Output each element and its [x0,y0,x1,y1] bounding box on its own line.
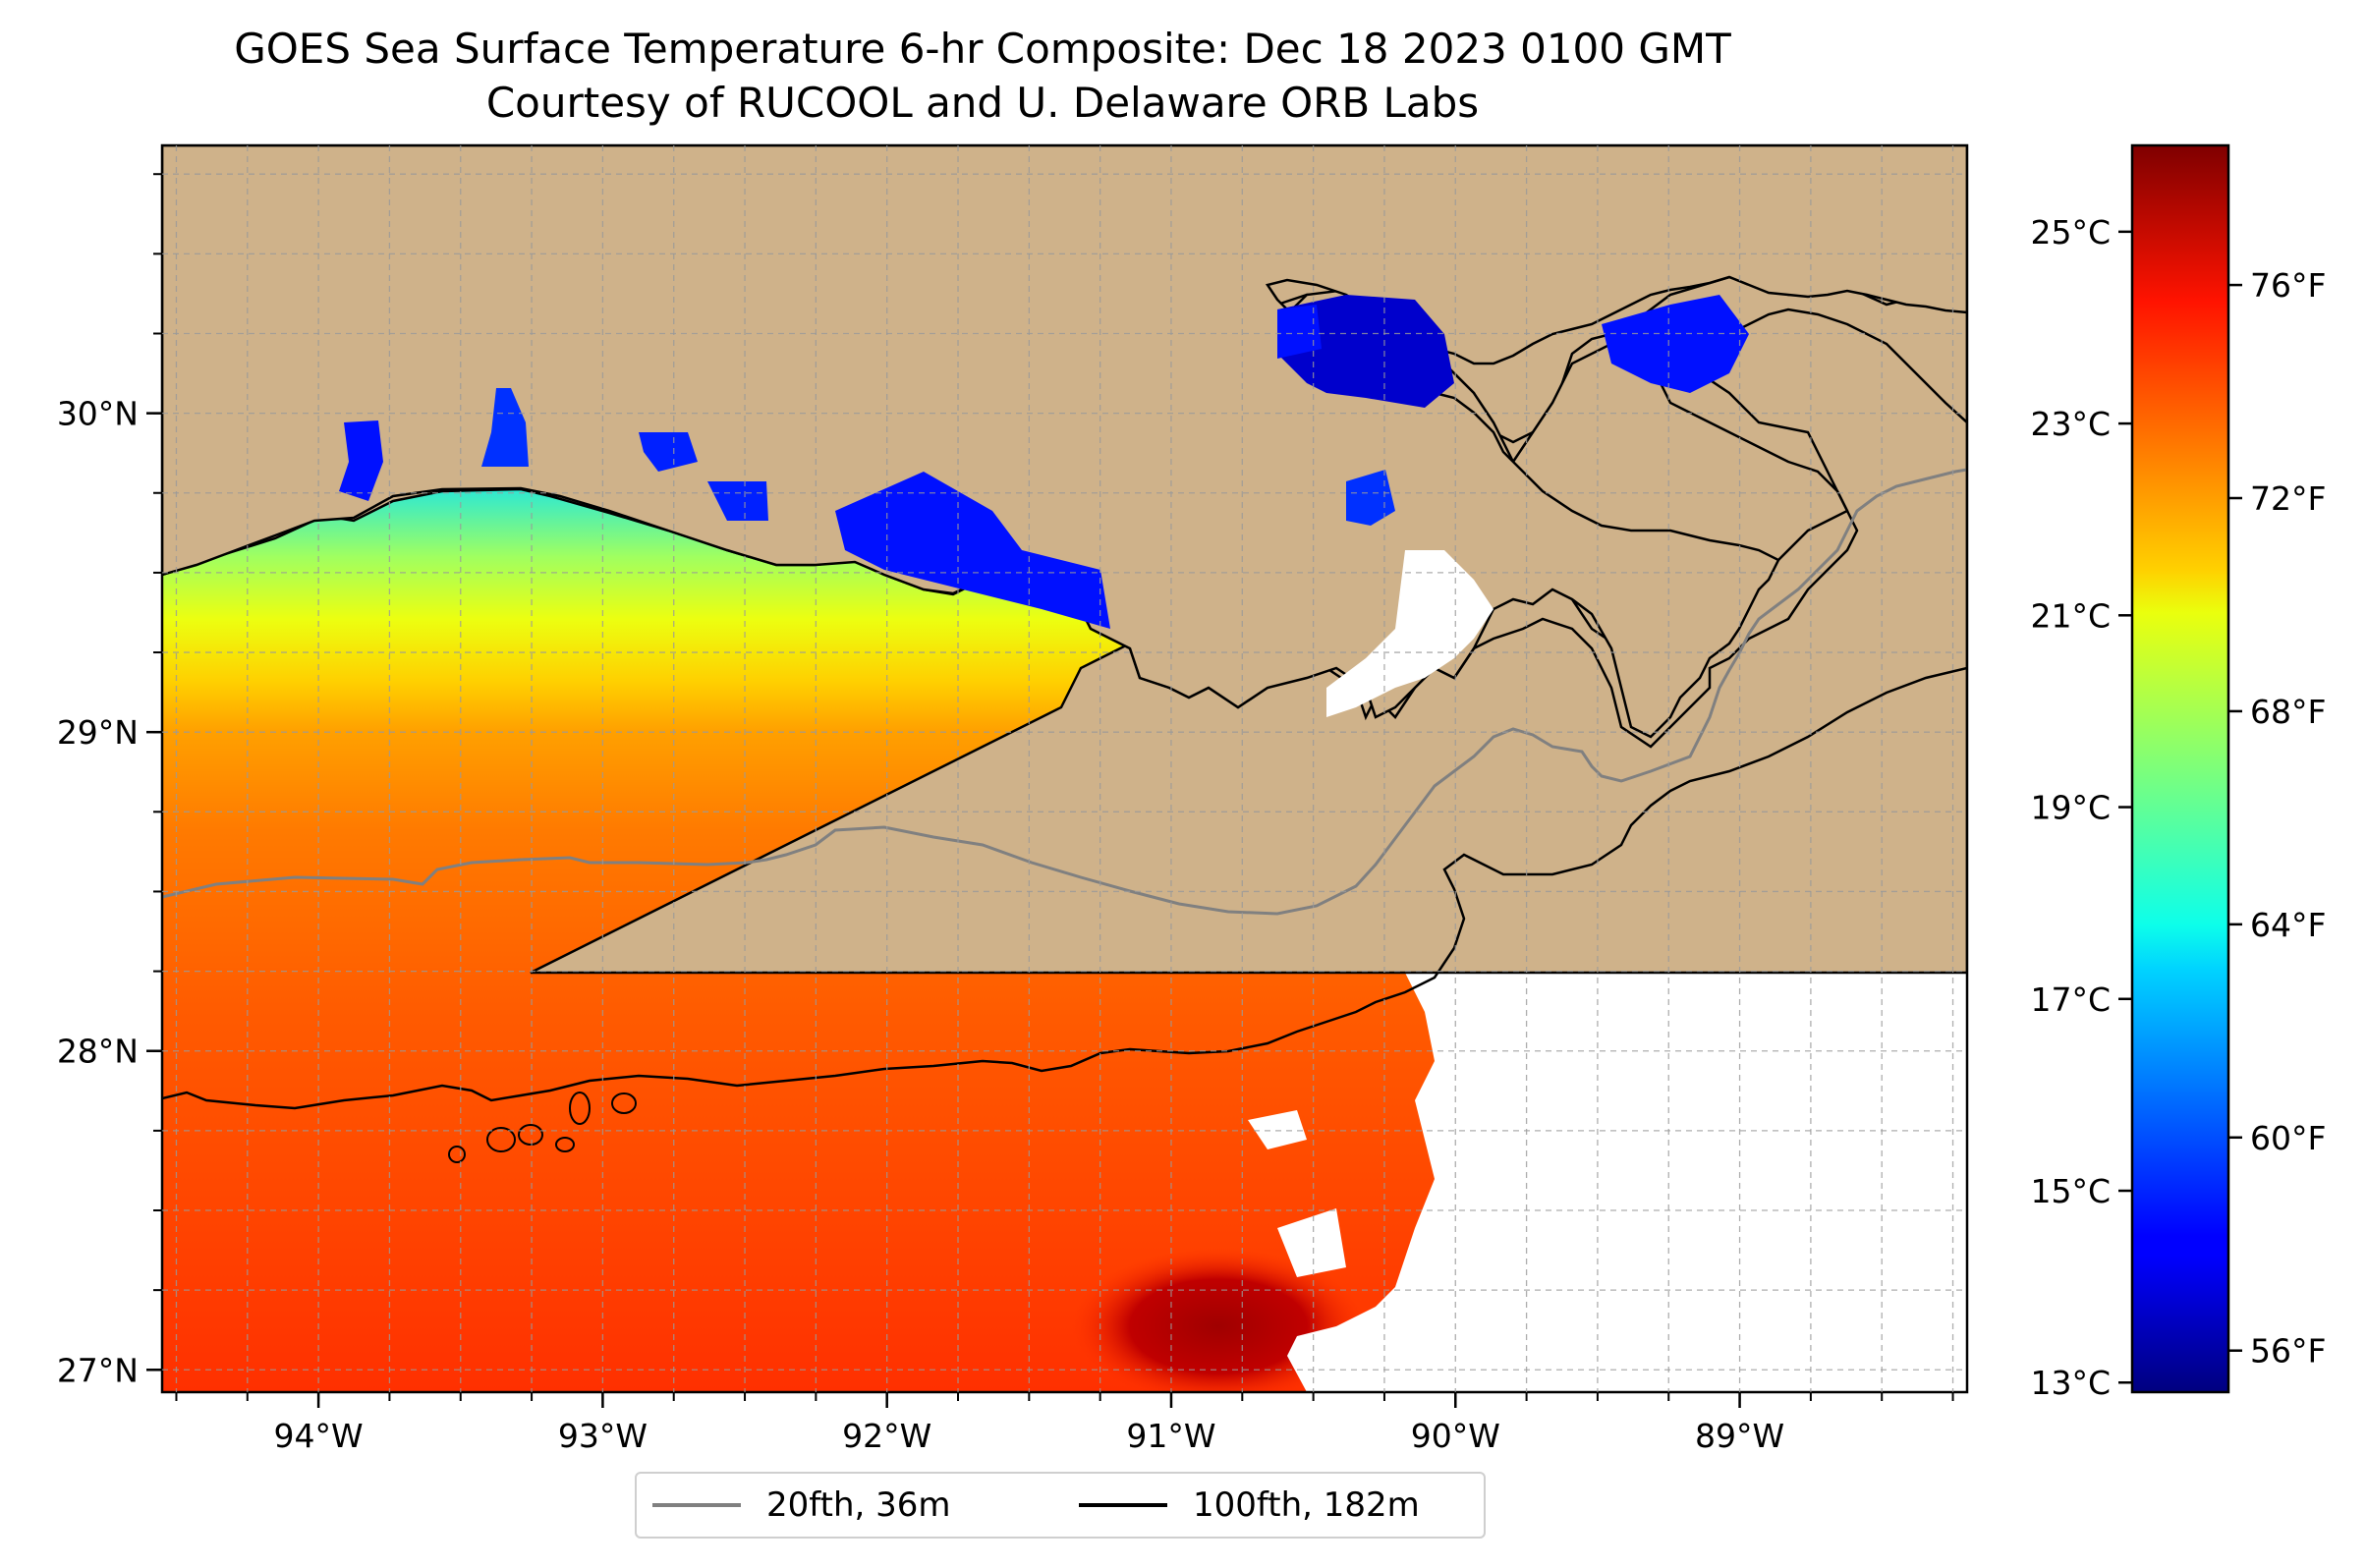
legend-label-20fth: 20fth, 36m [766,1485,951,1525]
legend-label-100fth: 100fth, 182m [1193,1485,1420,1525]
map-layers [162,145,1967,1392]
colorbar-fahrenheit-ticks: 56°F 60°F 64°F 68°F 72°F 76°F [2228,266,2326,1371]
isobath-20fth [162,468,1967,916]
sst-cold-patch [1277,295,1454,408]
sst-cold-patch [639,432,698,472]
colorbar-label-c: 19°C [2030,789,2111,827]
no-data-delta [1326,550,1493,717]
colorbar-label-c: 25°C [2030,213,2111,252]
longitude-labels: 94°W 93°W 92°W 91°W 90°W 89°W [274,1392,1784,1455]
isobath-100fth [162,666,1967,1110]
colorbar-label-f: 68°F [2250,693,2326,731]
no-data-patch [1277,1208,1346,1277]
gridlines [153,145,1967,1401]
colorbar-label-f: 76°F [2250,266,2326,305]
colorbar-label-c: 15°C [2030,1172,2111,1210]
lat-tick-label: 28°N [57,1033,139,1071]
colorbar [2130,143,2230,1394]
sst-cold-patch [707,481,768,521]
lon-tick-label: 89°W [1695,1417,1784,1455]
colorbar-label-f: 72°F [2250,479,2326,518]
legend-item-100fth: 100fth, 182m [1079,1485,1420,1525]
legend-swatch-100fth [1079,1503,1167,1507]
colorbar-label-f: 56°F [2250,1332,2326,1371]
colorbar-label-f: 64°F [2250,906,2326,944]
colorbar-label-c: 13°C [2030,1364,2111,1402]
no-data-patch [1248,1110,1307,1149]
lon-tick-label: 91°W [1126,1417,1215,1455]
lat-tick-label: 27°N [57,1351,139,1389]
map-title: GOES Sea Surface Temperature 6-hr Compos… [234,25,1731,73]
sst-cold-patch [481,388,529,467]
legend-item-20fth: 20fth, 36m [652,1485,951,1525]
map-subtitle: Courtesy of RUCOOL and U. Delaware ORB L… [485,79,1480,127]
legend: 20fth, 36m 100fth, 182m [635,1472,1486,1539]
colorbar-label-c: 21°C [2030,596,2111,635]
latitude-labels: 27°N 28°N 29°N 30°N [57,395,162,1389]
colorbar-label-c: 23°C [2030,405,2111,443]
sst-cold-patch [1346,470,1395,526]
lon-tick-label: 92°W [842,1417,931,1455]
legend-swatch-20fth [652,1503,741,1507]
lon-tick-label: 94°W [274,1417,364,1455]
sst-cold-patch [339,420,383,501]
lon-tick-label: 90°W [1411,1417,1500,1455]
map-frame [160,143,1969,1394]
colorbar-label-f: 60°F [2250,1119,2326,1157]
flower-garden-banks [448,1092,637,1163]
sst-cold-patch [835,472,1110,629]
sst-cold-patch [1602,295,1749,393]
colorbar-label-c: 17°C [2030,980,2111,1019]
lat-tick-label: 30°N [57,395,139,433]
sst-cold-patch [1277,305,1322,359]
lat-tick-label: 29°N [57,713,139,752]
lon-tick-label: 93°W [558,1417,648,1455]
colorbar-celsius-ticks: 13°C 15°C 17°C 19°C 21°C 23°C 25°C [2030,213,2132,1402]
